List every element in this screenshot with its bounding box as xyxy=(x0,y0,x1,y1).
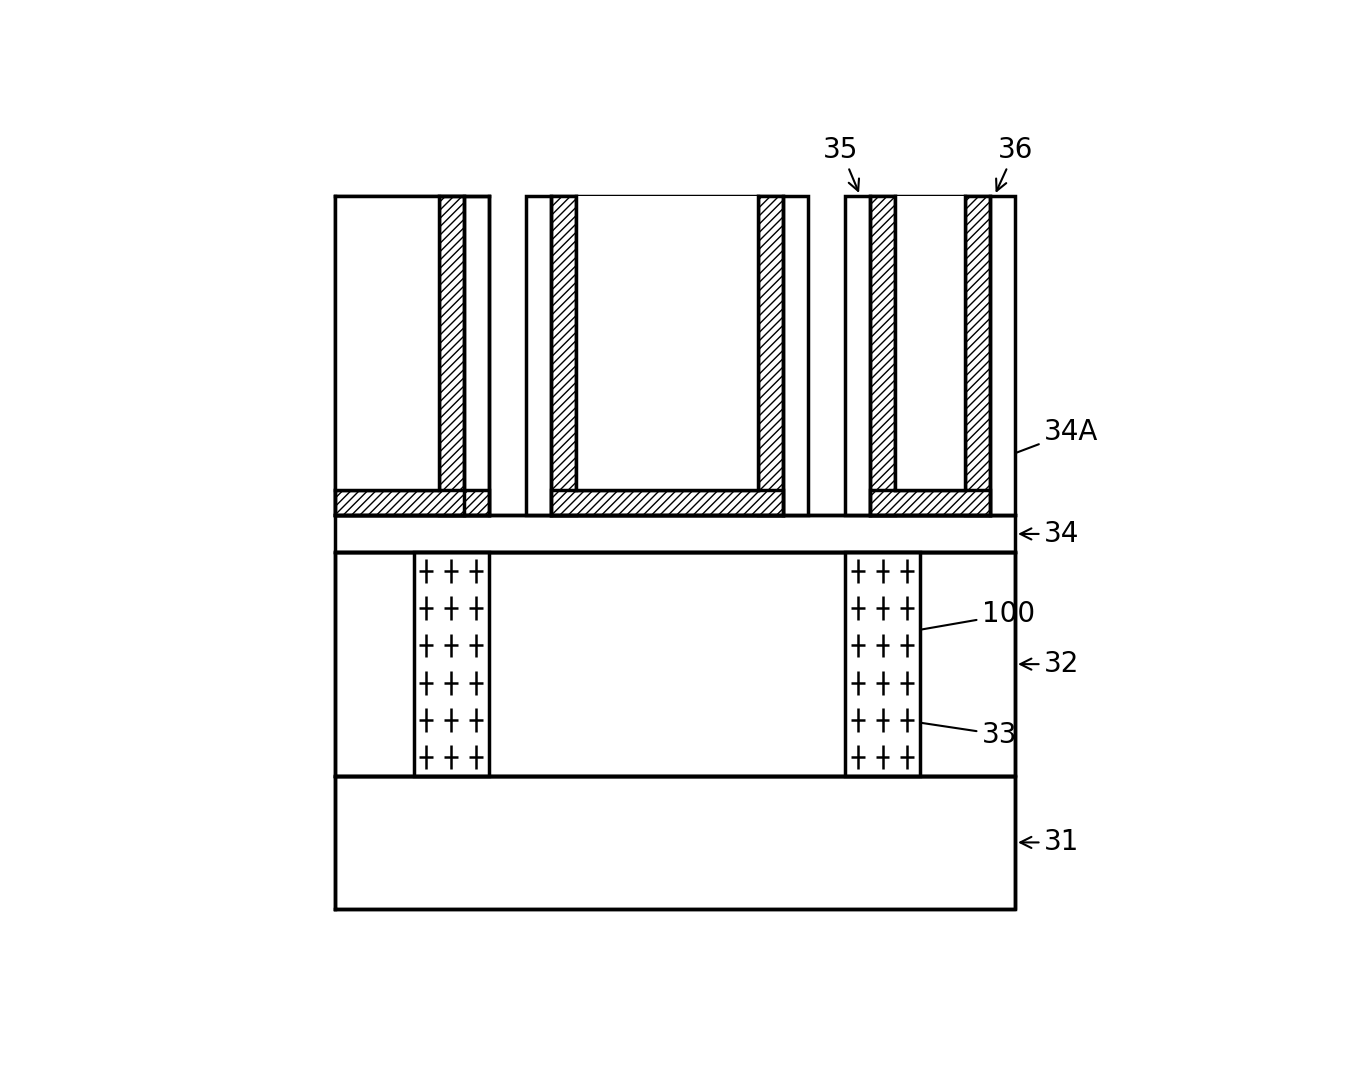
Bar xyxy=(414,553,489,777)
Bar xyxy=(846,553,919,777)
Bar xyxy=(335,196,438,490)
Bar xyxy=(966,196,990,515)
Bar xyxy=(335,515,1015,553)
Text: 32: 32 xyxy=(1020,651,1079,679)
Bar xyxy=(438,196,463,515)
Text: 34: 34 xyxy=(1020,520,1079,548)
Text: 100: 100 xyxy=(895,600,1035,638)
Text: 36: 36 xyxy=(996,136,1033,191)
Bar xyxy=(846,196,1015,515)
Text: 33: 33 xyxy=(895,715,1018,749)
Bar xyxy=(758,196,783,515)
Text: 34A: 34A xyxy=(1000,418,1098,461)
Bar xyxy=(895,196,966,490)
Bar xyxy=(526,196,807,515)
Bar xyxy=(870,196,895,515)
Bar xyxy=(550,196,575,515)
Bar xyxy=(335,777,1015,909)
Bar xyxy=(335,196,489,515)
Bar xyxy=(550,490,783,515)
Bar xyxy=(335,553,1015,777)
Bar xyxy=(870,490,990,515)
Bar xyxy=(575,196,758,490)
Bar xyxy=(335,490,489,515)
Text: 35: 35 xyxy=(824,136,859,191)
Text: 31: 31 xyxy=(1020,828,1079,856)
